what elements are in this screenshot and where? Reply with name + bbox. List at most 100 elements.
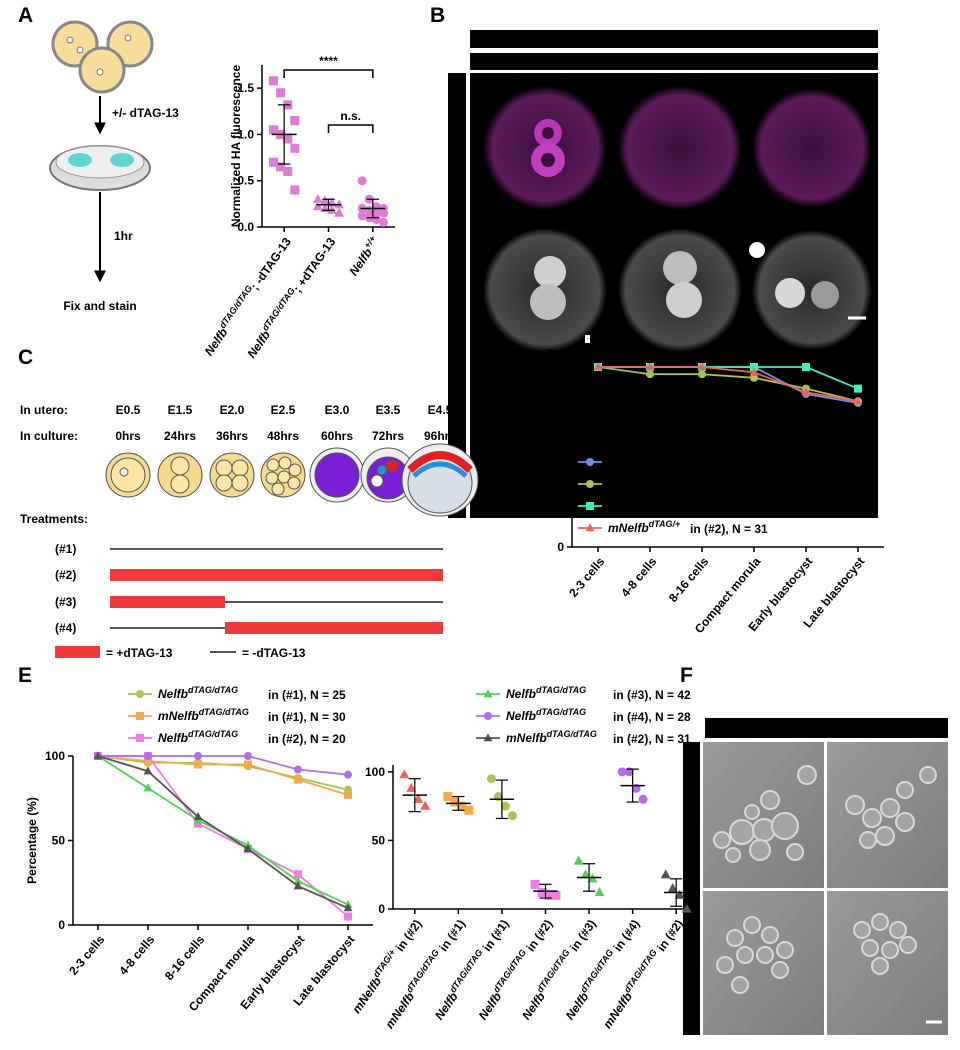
series-line (97, 755, 349, 791)
y-tick-label: 0 (378, 902, 385, 916)
y-tick-label: 0 (557, 540, 564, 554)
x-tick-label: 8-16 cells (162, 932, 208, 983)
point (457, 801, 467, 811)
y-tick-label: 50 (372, 833, 386, 847)
panel-label: F (680, 664, 693, 687)
legend-marker (586, 480, 594, 488)
x-tick-label-part: in (#4) (609, 917, 643, 957)
y-axis-label: Normalized HA fluorescence (229, 65, 243, 228)
point (667, 883, 678, 893)
point (443, 792, 453, 802)
point (551, 890, 561, 900)
legend-note: in (#1), N = 25 (268, 688, 346, 702)
legend-name-part: Nelfb (608, 499, 638, 513)
point (312, 201, 323, 211)
legend-name-sup: dTAG/dTAG (638, 475, 688, 485)
point (413, 793, 424, 803)
treatment-label: (#4) (55, 621, 76, 635)
legend-name-part: Nelfb (158, 687, 188, 701)
culture-time: 36hrs (216, 429, 248, 443)
legend-marker (136, 734, 144, 742)
legend-note: in (#2), N = 31 (613, 732, 691, 746)
point (144, 752, 152, 760)
point (283, 166, 293, 176)
point (334, 207, 345, 217)
legend-name: mNelfbdTAG/dTAG (506, 729, 597, 745)
point (312, 193, 323, 203)
legend-name-sup: dTAG/+ (649, 519, 681, 529)
legend-name-sup: dTAG/dTAG (199, 707, 249, 717)
point (320, 195, 330, 205)
legend-name-part: mNelfb (608, 521, 649, 535)
schematic-a (49, 20, 154, 283)
x-tick-label-part: dTAG/dTAG (217, 283, 254, 330)
x-tick-label: 4-8 cells (116, 932, 157, 978)
culture-time: 72hrs (372, 429, 404, 443)
point (290, 185, 300, 195)
utero-label: In utero: (20, 403, 68, 417)
utero-stage: E2.5 (271, 403, 296, 417)
legend-marker (585, 523, 595, 532)
point (645, 362, 655, 371)
utero-stage: E3.0 (325, 403, 350, 417)
point (507, 811, 517, 821)
panel-label: D (545, 346, 560, 369)
x-tick-label-part: ; +dTAG-13 (290, 235, 338, 295)
x-tick-label: 2-3 cells (566, 554, 607, 600)
x-tick-label-part: in (#2) (652, 917, 686, 957)
utero-stage: E4.5 (428, 403, 453, 417)
point (420, 800, 431, 810)
x-tick-label: NelfbdTAG/dTAG; -dTAG-13 (200, 234, 294, 359)
point (357, 211, 367, 221)
point (290, 143, 300, 153)
point (854, 384, 862, 393)
x-tick-label: mNelfbdTAG/dTAG in (#2) (599, 916, 686, 1031)
legend-name: NelfbdTAG/dTAG (608, 475, 688, 491)
x-tick-label-part: dTAG/dTAG (578, 948, 615, 995)
x-tick-label-part: Nelfb (563, 990, 592, 1023)
point (334, 199, 345, 209)
y-tick-label: 1.5 (237, 81, 254, 95)
point (750, 373, 758, 382)
point (681, 903, 692, 913)
panel-label: A (18, 4, 33, 27)
x-tick-label-part: Nelfb (476, 990, 505, 1023)
treatment-label: (#3) (55, 595, 76, 609)
point (344, 790, 352, 799)
x-tick-label-part: Nelfb (202, 326, 231, 359)
panel-label: C (18, 346, 33, 369)
culture-time: 48hrs (267, 429, 299, 443)
point (269, 125, 279, 135)
point (283, 134, 293, 144)
microscopy-f (683, 718, 948, 1035)
point (344, 770, 352, 779)
point (269, 157, 279, 167)
point (399, 769, 410, 779)
panel-label: B (430, 4, 445, 27)
legend-note: in (#3), N = 42 (613, 688, 691, 702)
y-tick-label: 100 (544, 360, 564, 374)
x-tick-label-part: dTAG/dTAG (535, 948, 572, 995)
point (573, 855, 584, 865)
point (500, 801, 510, 811)
point (660, 869, 671, 879)
x-tick-label-part: dTAG/dTAG (260, 286, 297, 333)
x-tick-label: NelfbdTAG/dTAG in (#2) (474, 916, 555, 1023)
y-tick-label: 100 (365, 765, 385, 779)
legend-name: NelfbdTAG/dTAG (158, 729, 238, 745)
x-tick-label-part: mNelfb (349, 975, 384, 1016)
point (344, 912, 352, 921)
x-tick-label-part: ; -dTAG-13 (248, 235, 294, 293)
legend-name-sup: dTAG/dTAG (536, 685, 586, 695)
point (617, 767, 627, 777)
legend-note: in (#2), N = 20 (268, 732, 346, 746)
point (802, 363, 810, 371)
point (406, 782, 417, 792)
significance-bracket (327, 124, 374, 133)
legend-name: mNelfbdTAG/+ (608, 519, 681, 535)
y-tick-label: 50 (551, 450, 565, 464)
legend-name-part: mNelfb (506, 731, 547, 745)
legend-note: in (#1), N = 21 (690, 456, 768, 470)
legend-plus: = +dTAG-13 (106, 646, 173, 660)
legend-marker (586, 502, 594, 510)
